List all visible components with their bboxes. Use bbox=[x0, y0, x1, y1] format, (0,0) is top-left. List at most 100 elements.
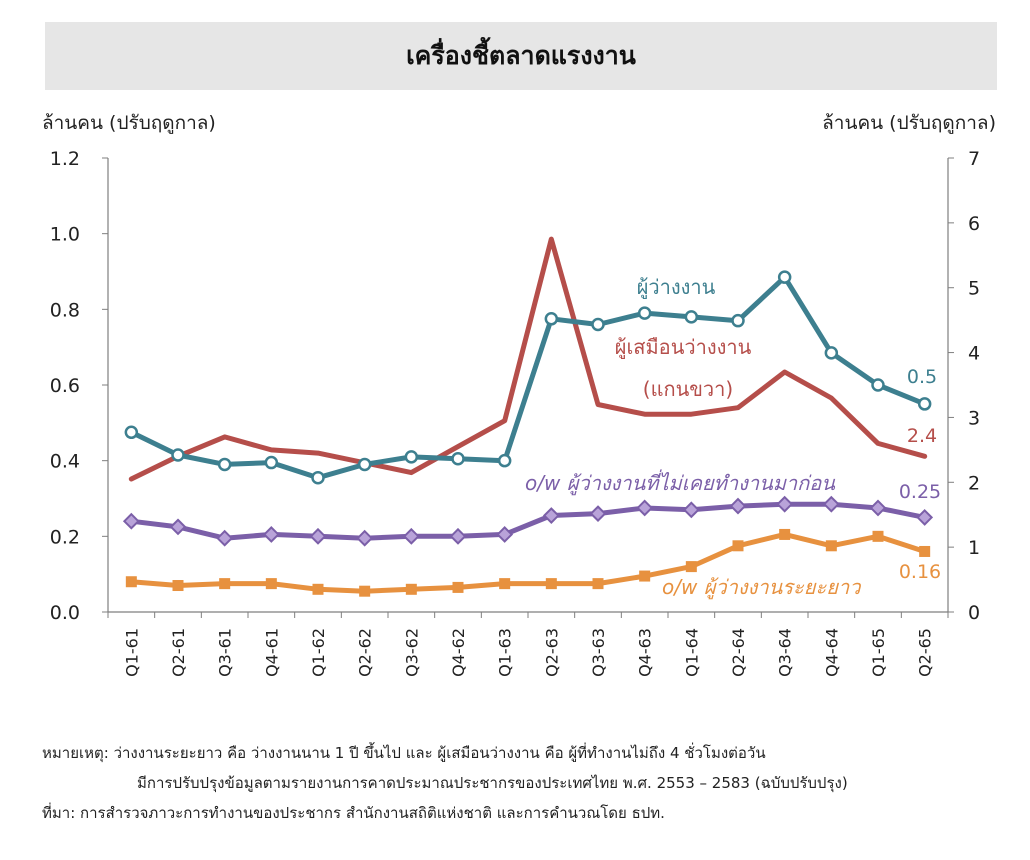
data-point-circle bbox=[871, 378, 885, 392]
data-point-circle bbox=[637, 306, 652, 320]
source-line: ที่มา: การสำรวจภาวะการทำงานของประชากร สำ… bbox=[42, 804, 665, 822]
data-point-square bbox=[872, 530, 884, 542]
x-tick-label: Q3-62 bbox=[402, 628, 421, 677]
series-label-never-worked: o/w ผู้ว่างงานที่ไม่เคยทำงานมาก่อน bbox=[525, 469, 836, 496]
x-tick-label: Q2-63 bbox=[542, 628, 561, 677]
x-tick-label: Q4-64 bbox=[822, 628, 841, 677]
data-point-square bbox=[359, 585, 371, 597]
end-label-never-worked: 0.25 bbox=[899, 481, 941, 503]
left-tick-label: 1.2 bbox=[50, 148, 80, 170]
series-label-unemployed: ผู้ว่างงาน bbox=[637, 275, 716, 300]
x-tick-label: Q4-63 bbox=[636, 628, 655, 677]
left-tick-label: 0.8 bbox=[50, 299, 80, 321]
data-point-circle bbox=[264, 455, 279, 470]
right-tick-label: 3 bbox=[968, 407, 980, 429]
footnotes: หมายเหตุ: ว่างงานระยะยาว คือ ว่างงานนาน … bbox=[42, 738, 848, 828]
data-point-circle bbox=[684, 310, 699, 324]
x-tick-label: Q1-65 bbox=[869, 628, 888, 677]
x-tick-label: Q4-62 bbox=[449, 628, 468, 677]
x-tick-label: Q2-62 bbox=[356, 628, 375, 677]
series-line bbox=[128, 274, 928, 481]
data-point-square bbox=[825, 540, 837, 552]
data-point-diamond bbox=[356, 529, 374, 547]
data-point-diamond bbox=[869, 499, 887, 517]
end-label-underemployed: 2.4 bbox=[907, 425, 937, 447]
data-point-circle bbox=[217, 457, 232, 472]
data-point-diamond bbox=[589, 505, 607, 523]
x-tick-label: Q1-63 bbox=[496, 628, 515, 677]
end-label-long-term: 0.16 bbox=[899, 561, 941, 583]
left-tick-label: 0.2 bbox=[50, 526, 80, 548]
right-tick-label: 6 bbox=[968, 213, 980, 235]
data-point-circle bbox=[497, 453, 512, 468]
x-tick-label: Q2-61 bbox=[169, 628, 188, 677]
right-axis-unit: ล้านคน (ปรับฤดูกาล) bbox=[822, 112, 996, 134]
data-point-circle bbox=[917, 397, 932, 411]
left-tick-label: 0.4 bbox=[50, 451, 80, 473]
x-tick-label: Q2-65 bbox=[916, 628, 935, 677]
data-point-square bbox=[172, 580, 184, 592]
data-point-diamond bbox=[402, 527, 420, 545]
data-point-diamond bbox=[822, 495, 840, 513]
right-tick-label: 2 bbox=[968, 472, 980, 494]
right-tick-label: 5 bbox=[968, 278, 980, 300]
series-line bbox=[128, 501, 928, 541]
data-point-square bbox=[685, 561, 697, 573]
series-label-underemployed: ผู้เสมือนว่างงาน bbox=[615, 335, 752, 360]
x-tick-label: Q3-64 bbox=[776, 628, 795, 677]
data-point-circle bbox=[591, 317, 605, 332]
data-point-square bbox=[919, 545, 931, 557]
data-point-diamond bbox=[636, 499, 654, 517]
series-line bbox=[128, 531, 928, 594]
data-point-square bbox=[265, 578, 277, 590]
note-line-1: หมายเหตุ: ว่างงานระยะยาว คือ ว่างงานนาน … bbox=[42, 744, 766, 762]
data-point-diamond bbox=[169, 518, 187, 536]
data-point-square bbox=[125, 576, 137, 588]
data-point-diamond bbox=[262, 526, 280, 543]
right-tick-label: 4 bbox=[968, 343, 980, 365]
data-point-square bbox=[639, 570, 651, 582]
data-point-circle bbox=[451, 452, 465, 466]
data-point-square bbox=[312, 583, 324, 595]
data-point-diamond bbox=[916, 509, 934, 526]
data-point-diamond bbox=[496, 526, 514, 543]
data-point-diamond bbox=[682, 501, 700, 519]
series-line bbox=[128, 236, 928, 482]
right-tick-label: 0 bbox=[968, 602, 980, 624]
data-point-circle bbox=[171, 448, 185, 462]
data-point-diamond bbox=[216, 529, 234, 547]
data-point-square bbox=[732, 540, 744, 552]
data-point-square bbox=[779, 528, 791, 540]
x-tick-label: Q2-64 bbox=[729, 628, 748, 677]
data-point-circle bbox=[311, 470, 325, 485]
x-tick-label: Q1-61 bbox=[122, 628, 141, 677]
data-point-square bbox=[592, 578, 604, 590]
data-point-circle bbox=[124, 425, 139, 440]
data-point-diamond bbox=[776, 495, 794, 513]
left-axis-unit: ล้านคน (ปรับฤดูกาล) bbox=[42, 112, 216, 134]
data-point-square bbox=[219, 578, 231, 590]
series-label-right-axis-note: (แกนขวา) bbox=[643, 377, 733, 401]
left-tick-label: 0.0 bbox=[50, 602, 80, 624]
data-point-diamond bbox=[449, 527, 467, 545]
x-tick-label: Q1-62 bbox=[309, 628, 328, 677]
data-point-circle bbox=[731, 313, 745, 328]
data-point-circle bbox=[544, 312, 559, 326]
right-tick-label: 1 bbox=[968, 537, 980, 559]
data-point-diamond bbox=[309, 527, 327, 545]
data-point-square bbox=[545, 578, 557, 590]
note-line-2: มีการปรับปรุงข้อมูลตามรายงานการคาดประมาณ… bbox=[137, 774, 848, 792]
data-point-diamond bbox=[542, 507, 560, 524]
left-tick-label: 0.6 bbox=[50, 375, 80, 397]
series-label-long-term: o/w ผู้ว่างงานระยะยาว bbox=[662, 575, 862, 600]
data-point-diamond bbox=[729, 497, 747, 515]
x-tick-label: Q4-61 bbox=[262, 628, 281, 677]
left-tick-label: 1.0 bbox=[50, 224, 80, 246]
x-tick-label: Q3-61 bbox=[216, 628, 235, 677]
data-point-circle bbox=[777, 270, 792, 284]
data-point-circle bbox=[357, 457, 372, 472]
data-point-square bbox=[499, 578, 511, 590]
data-point-square bbox=[405, 583, 417, 595]
data-point-diamond bbox=[122, 512, 140, 530]
